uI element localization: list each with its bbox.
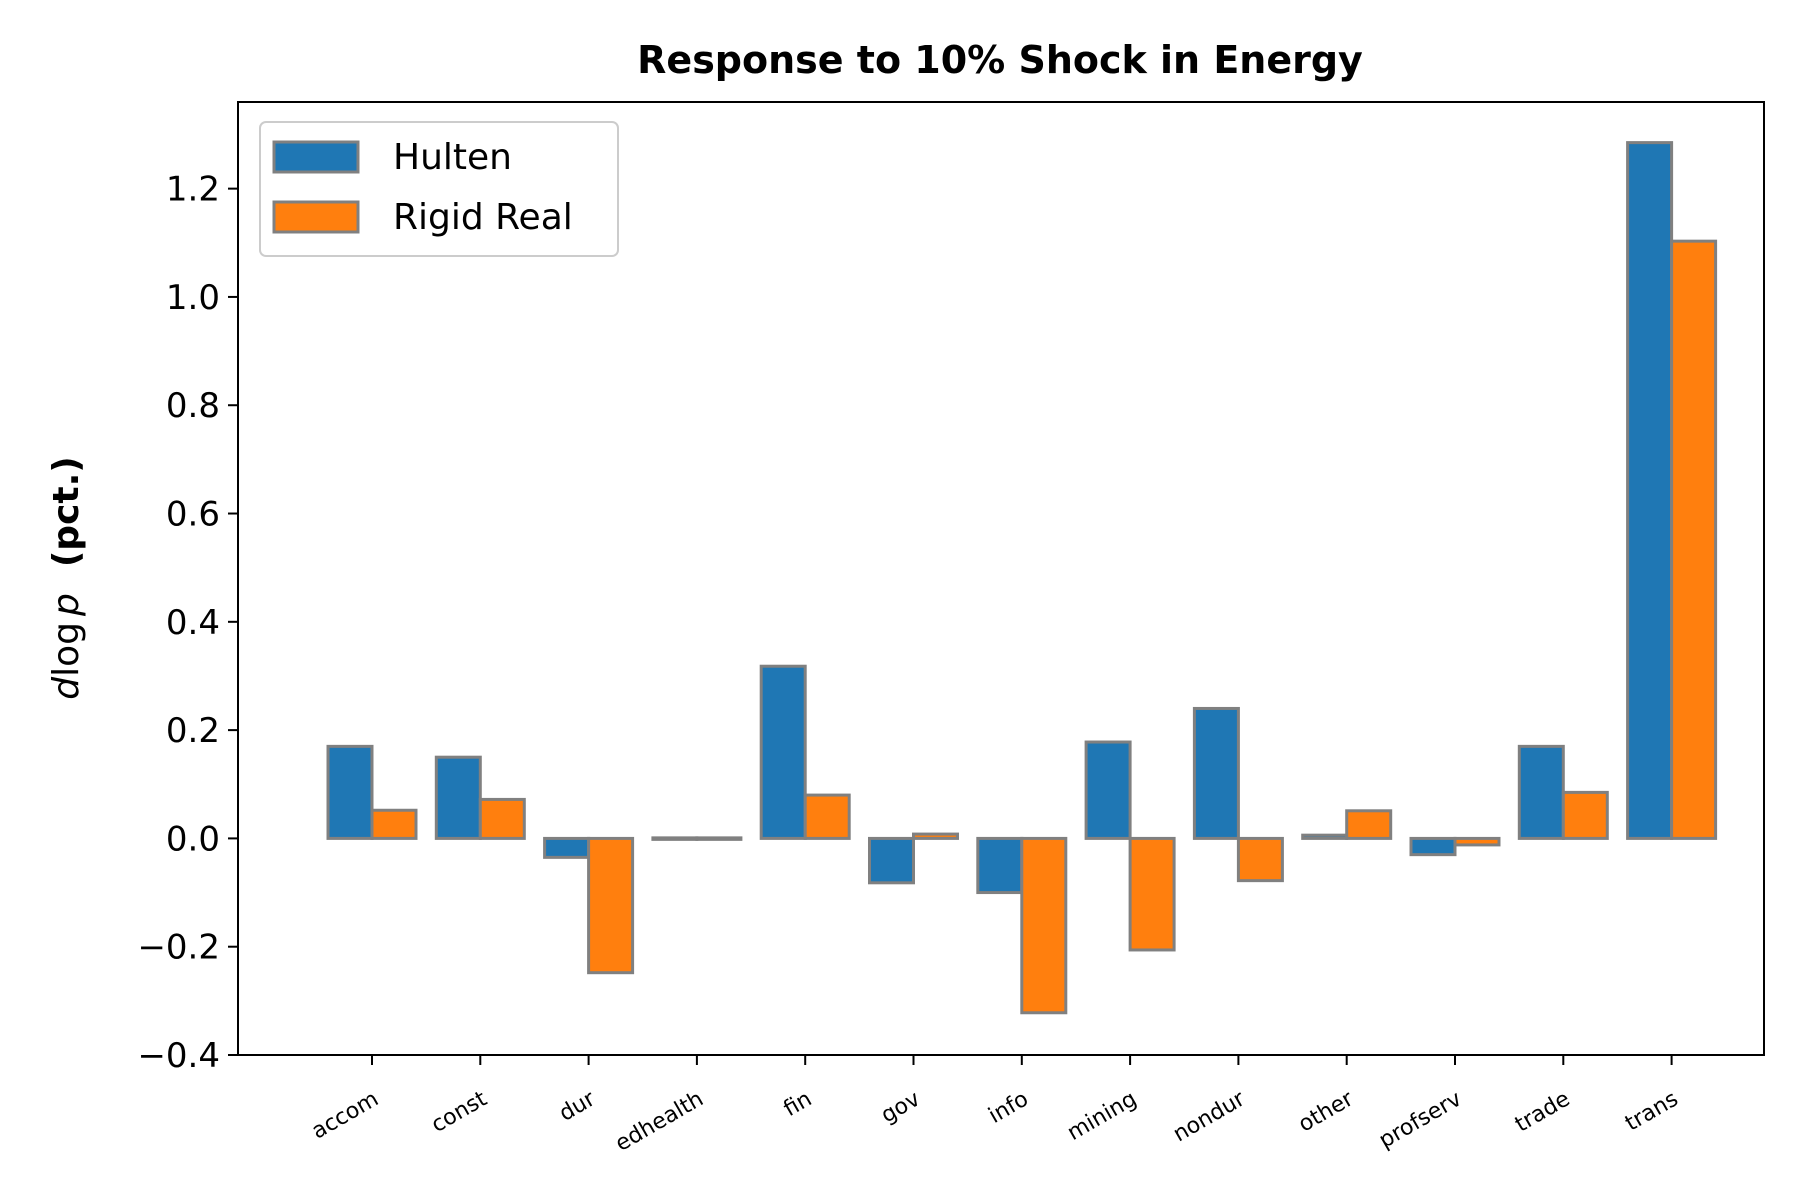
y-axis-label-log: log [46, 622, 87, 677]
svg-text:dlogp(pct.): dlog p (pct.) [46, 456, 87, 700]
y-axis-label-p: p [46, 593, 87, 617]
y-tick-label: 0.6 [166, 495, 220, 535]
bar-hulten-profserv [1409, 836, 1457, 857]
bar-rigid-real-other [1345, 809, 1393, 840]
bar-rigid-real-info [1020, 836, 1068, 1015]
x-tick-label-info: info [985, 1087, 1033, 1129]
bar-hulten-other [1301, 833, 1349, 840]
bar-rigid-real-dur [587, 836, 635, 975]
bar-hulten-trade [1517, 744, 1565, 840]
bar-rigid-real-mining [1128, 836, 1176, 952]
y-tick-label: −0.2 [137, 928, 220, 968]
y-tick-label: 1.2 [166, 170, 220, 210]
y-tick-label: 1.0 [166, 278, 220, 318]
x-tick-label-edhealth: edhealth [611, 1087, 708, 1157]
y-tick-label: 0.0 [166, 819, 220, 859]
y-tick-label: −0.4 [137, 1036, 220, 1076]
x-tick-label-nondur: nondur [1169, 1086, 1250, 1147]
y-axis-label-units: (pct.) [46, 456, 87, 567]
chart-title: Response to 10% Shock in Energy [637, 38, 1363, 82]
bar-rigid-real-trade [1561, 790, 1609, 840]
bar-rigid-real-nondur [1236, 836, 1284, 883]
y-axis-label-d: d [46, 676, 87, 700]
y-axis: −0.4 −0.2 0.0 0.2 0.4 0.6 0.8 1.0 1.2 [137, 170, 238, 1076]
bar-hulten-const [434, 755, 482, 840]
x-tick-label-dur: dur [555, 1086, 600, 1127]
legend-swatch-rigid-real [272, 200, 360, 234]
x-tick-label-mining: mining [1063, 1087, 1141, 1146]
bar-rigid-real-edhealth [695, 836, 743, 841]
x-tick-label-other: other [1294, 1086, 1358, 1137]
x-tick-label-accom: accom [308, 1087, 383, 1145]
x-tick-label-trans: trans [1621, 1087, 1682, 1137]
x-tick-label-profserv: profserv [1375, 1087, 1466, 1154]
plot-frame [237, 101, 1765, 1056]
legend-label-hulten: Hulten [393, 137, 512, 178]
bar-rigid-real-accom [370, 808, 418, 840]
bars [326, 141, 1718, 1015]
bar-hulten-edhealth [651, 836, 699, 841]
legend-label-rigid-real: Rigid Real [393, 197, 573, 238]
bar-rigid-real-profserv [1453, 836, 1501, 847]
bar-rigid-real-trans [1670, 239, 1718, 840]
x-tick-label-const: const [427, 1086, 491, 1138]
bar-hulten-fin [759, 664, 807, 840]
x-axis: accom const dur edhealth fin gov info mining non… [308, 1055, 1683, 1157]
legend-swatch-hulten [272, 140, 360, 174]
bar-hulten-trans [1626, 141, 1674, 840]
bar-rigid-real-gov [912, 832, 959, 840]
bar-hulten-info [976, 836, 1024, 895]
bar-hulten-dur [543, 836, 591, 859]
y-axis-label: dlog p (pct.) [46, 456, 87, 700]
bar-hulten-gov [868, 836, 915, 885]
y-tick-label: 0.8 [166, 386, 220, 426]
bar-hulten-mining [1084, 740, 1132, 840]
bar-hulten-accom [326, 744, 374, 840]
x-tick-label-gov: gov [877, 1087, 925, 1129]
x-tick-label-fin: fin [780, 1087, 817, 1123]
bar-hulten-nondur [1192, 706, 1240, 840]
y-tick-label: 0.2 [166, 711, 220, 751]
x-tick-label-trade: trade [1511, 1087, 1574, 1138]
y-tick-label: 0.4 [166, 603, 220, 643]
bar-rigid-real-fin [803, 793, 851, 840]
bar-rigid-real-const [478, 797, 526, 840]
legend: Hulten Rigid Real [259, 121, 619, 257]
